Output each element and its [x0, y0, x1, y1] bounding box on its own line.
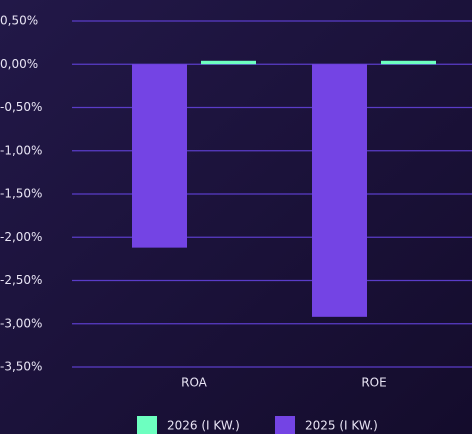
y-tick-label: 0,50%: [0, 14, 38, 28]
y-tick-label: -3,50%: [0, 360, 42, 374]
x-tick-label: ROA: [181, 376, 208, 390]
bar: [312, 64, 367, 317]
x-tick-label: ROE: [361, 376, 386, 390]
y-tick-label: -2,00%: [0, 230, 42, 244]
bar: [201, 60, 256, 65]
y-tick-label: -2,50%: [0, 273, 42, 287]
y-tick-label: 0,00%: [0, 57, 38, 71]
legend-swatch: [275, 416, 295, 434]
y-tick-label: -3,00%: [0, 316, 42, 330]
y-tick-label: -1,00%: [0, 143, 42, 157]
bar: [381, 60, 436, 65]
legend-label: 2025 (I KW.): [305, 419, 378, 433]
y-tick-label: -1,50%: [0, 187, 42, 201]
legend-swatch: [137, 416, 157, 434]
legend-label: 2026 (I KW.): [167, 419, 240, 433]
bar: [132, 64, 187, 248]
y-tick-label: -0,50%: [0, 100, 42, 114]
